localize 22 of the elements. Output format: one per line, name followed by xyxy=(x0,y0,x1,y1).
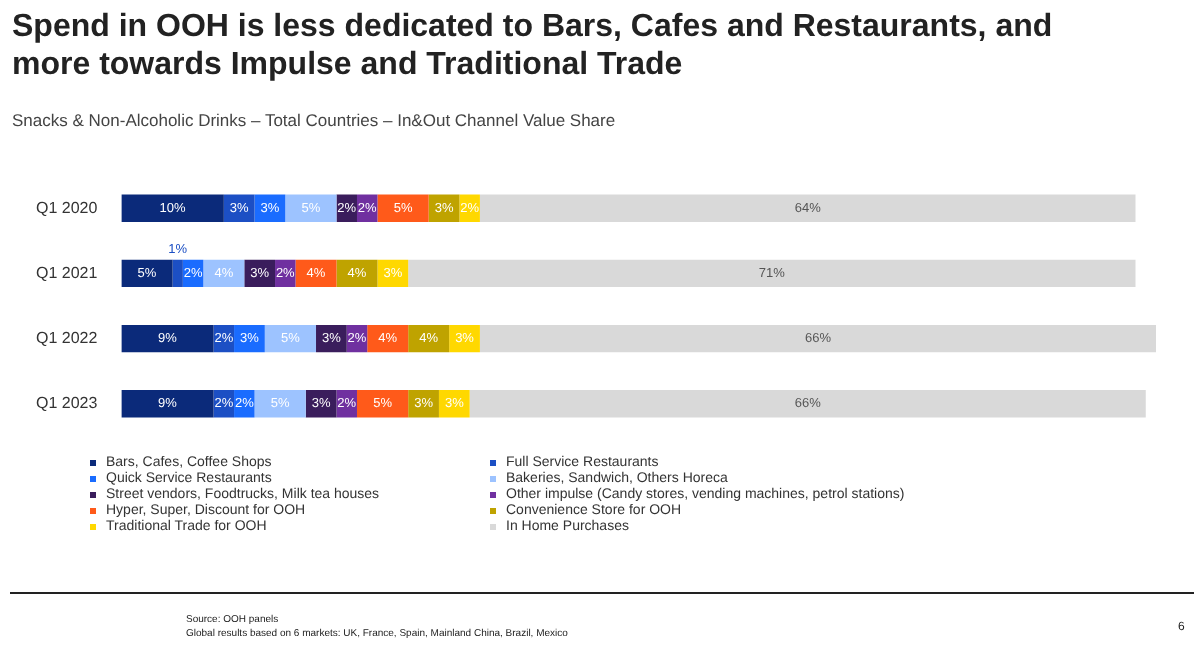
bar xyxy=(172,259,183,288)
bar xyxy=(121,324,214,353)
bar xyxy=(285,194,337,222)
bar xyxy=(264,324,317,353)
bar xyxy=(469,390,1146,418)
y-tick-label: Q1 2022 xyxy=(35,329,99,348)
bar xyxy=(121,390,214,418)
y-tick-label: Q1 2021 xyxy=(35,263,99,282)
chart-title: Spend in OOH is less dedicated to Bars, Cafes and Restaurants, and more towards Impulse and Traditional Trade xyxy=(12,8,1055,84)
bar xyxy=(121,194,224,222)
bar xyxy=(367,324,409,353)
bar xyxy=(408,324,450,353)
bar xyxy=(479,324,1156,353)
bar xyxy=(377,194,429,222)
bar xyxy=(408,259,1136,288)
bar xyxy=(121,259,173,288)
y-tick-label: Q1 2020 xyxy=(35,198,99,217)
bar xyxy=(254,390,306,418)
bar xyxy=(356,390,409,418)
chart-subtitle: Snacks & Non-Alcoholic Drinks – Total Countries – In&Out Channel Value Share xyxy=(12,110,616,130)
bar xyxy=(479,194,1136,222)
y-tick-label: Q1 2023 xyxy=(35,394,99,413)
